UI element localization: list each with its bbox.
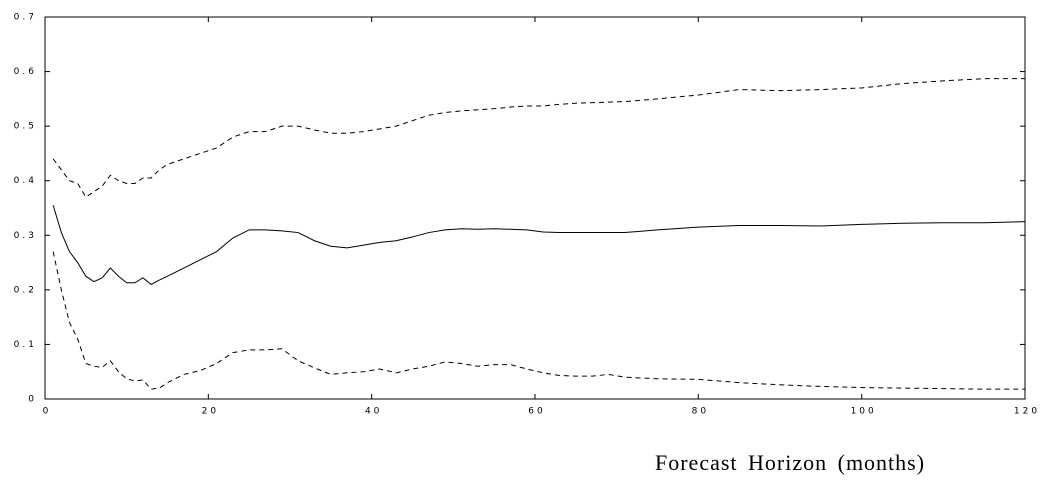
y-tick-label: 0.6 — [14, 67, 37, 77]
y-tick-label: 0.5 — [14, 122, 37, 132]
y-tick-label: 0.1 — [14, 340, 37, 350]
y-tick-label: 0.3 — [14, 231, 37, 241]
series-line — [52, 78, 1025, 198]
series-line — [52, 205, 1026, 285]
x-tick-label: 20 — [202, 407, 219, 417]
y-tick-label: 0.2 — [14, 285, 37, 295]
x-tick-label: 0 — [43, 407, 52, 417]
y-tick-label: 0.4 — [14, 176, 37, 186]
x-tick-label: 60 — [528, 407, 545, 417]
plot-frame — [44, 16, 1026, 400]
x-tick-label: 80 — [692, 407, 709, 417]
x-tick-label: 120 — [1014, 407, 1040, 417]
series-line — [52, 251, 1025, 390]
y-tick-label: 0 — [28, 395, 37, 405]
x-axis-label: Forecast Horizon (months) — [655, 450, 925, 475]
y-tick-label: 0.7 — [14, 13, 37, 23]
x-tick-label: 40 — [365, 407, 382, 417]
x-tick-label: 100 — [851, 407, 877, 417]
